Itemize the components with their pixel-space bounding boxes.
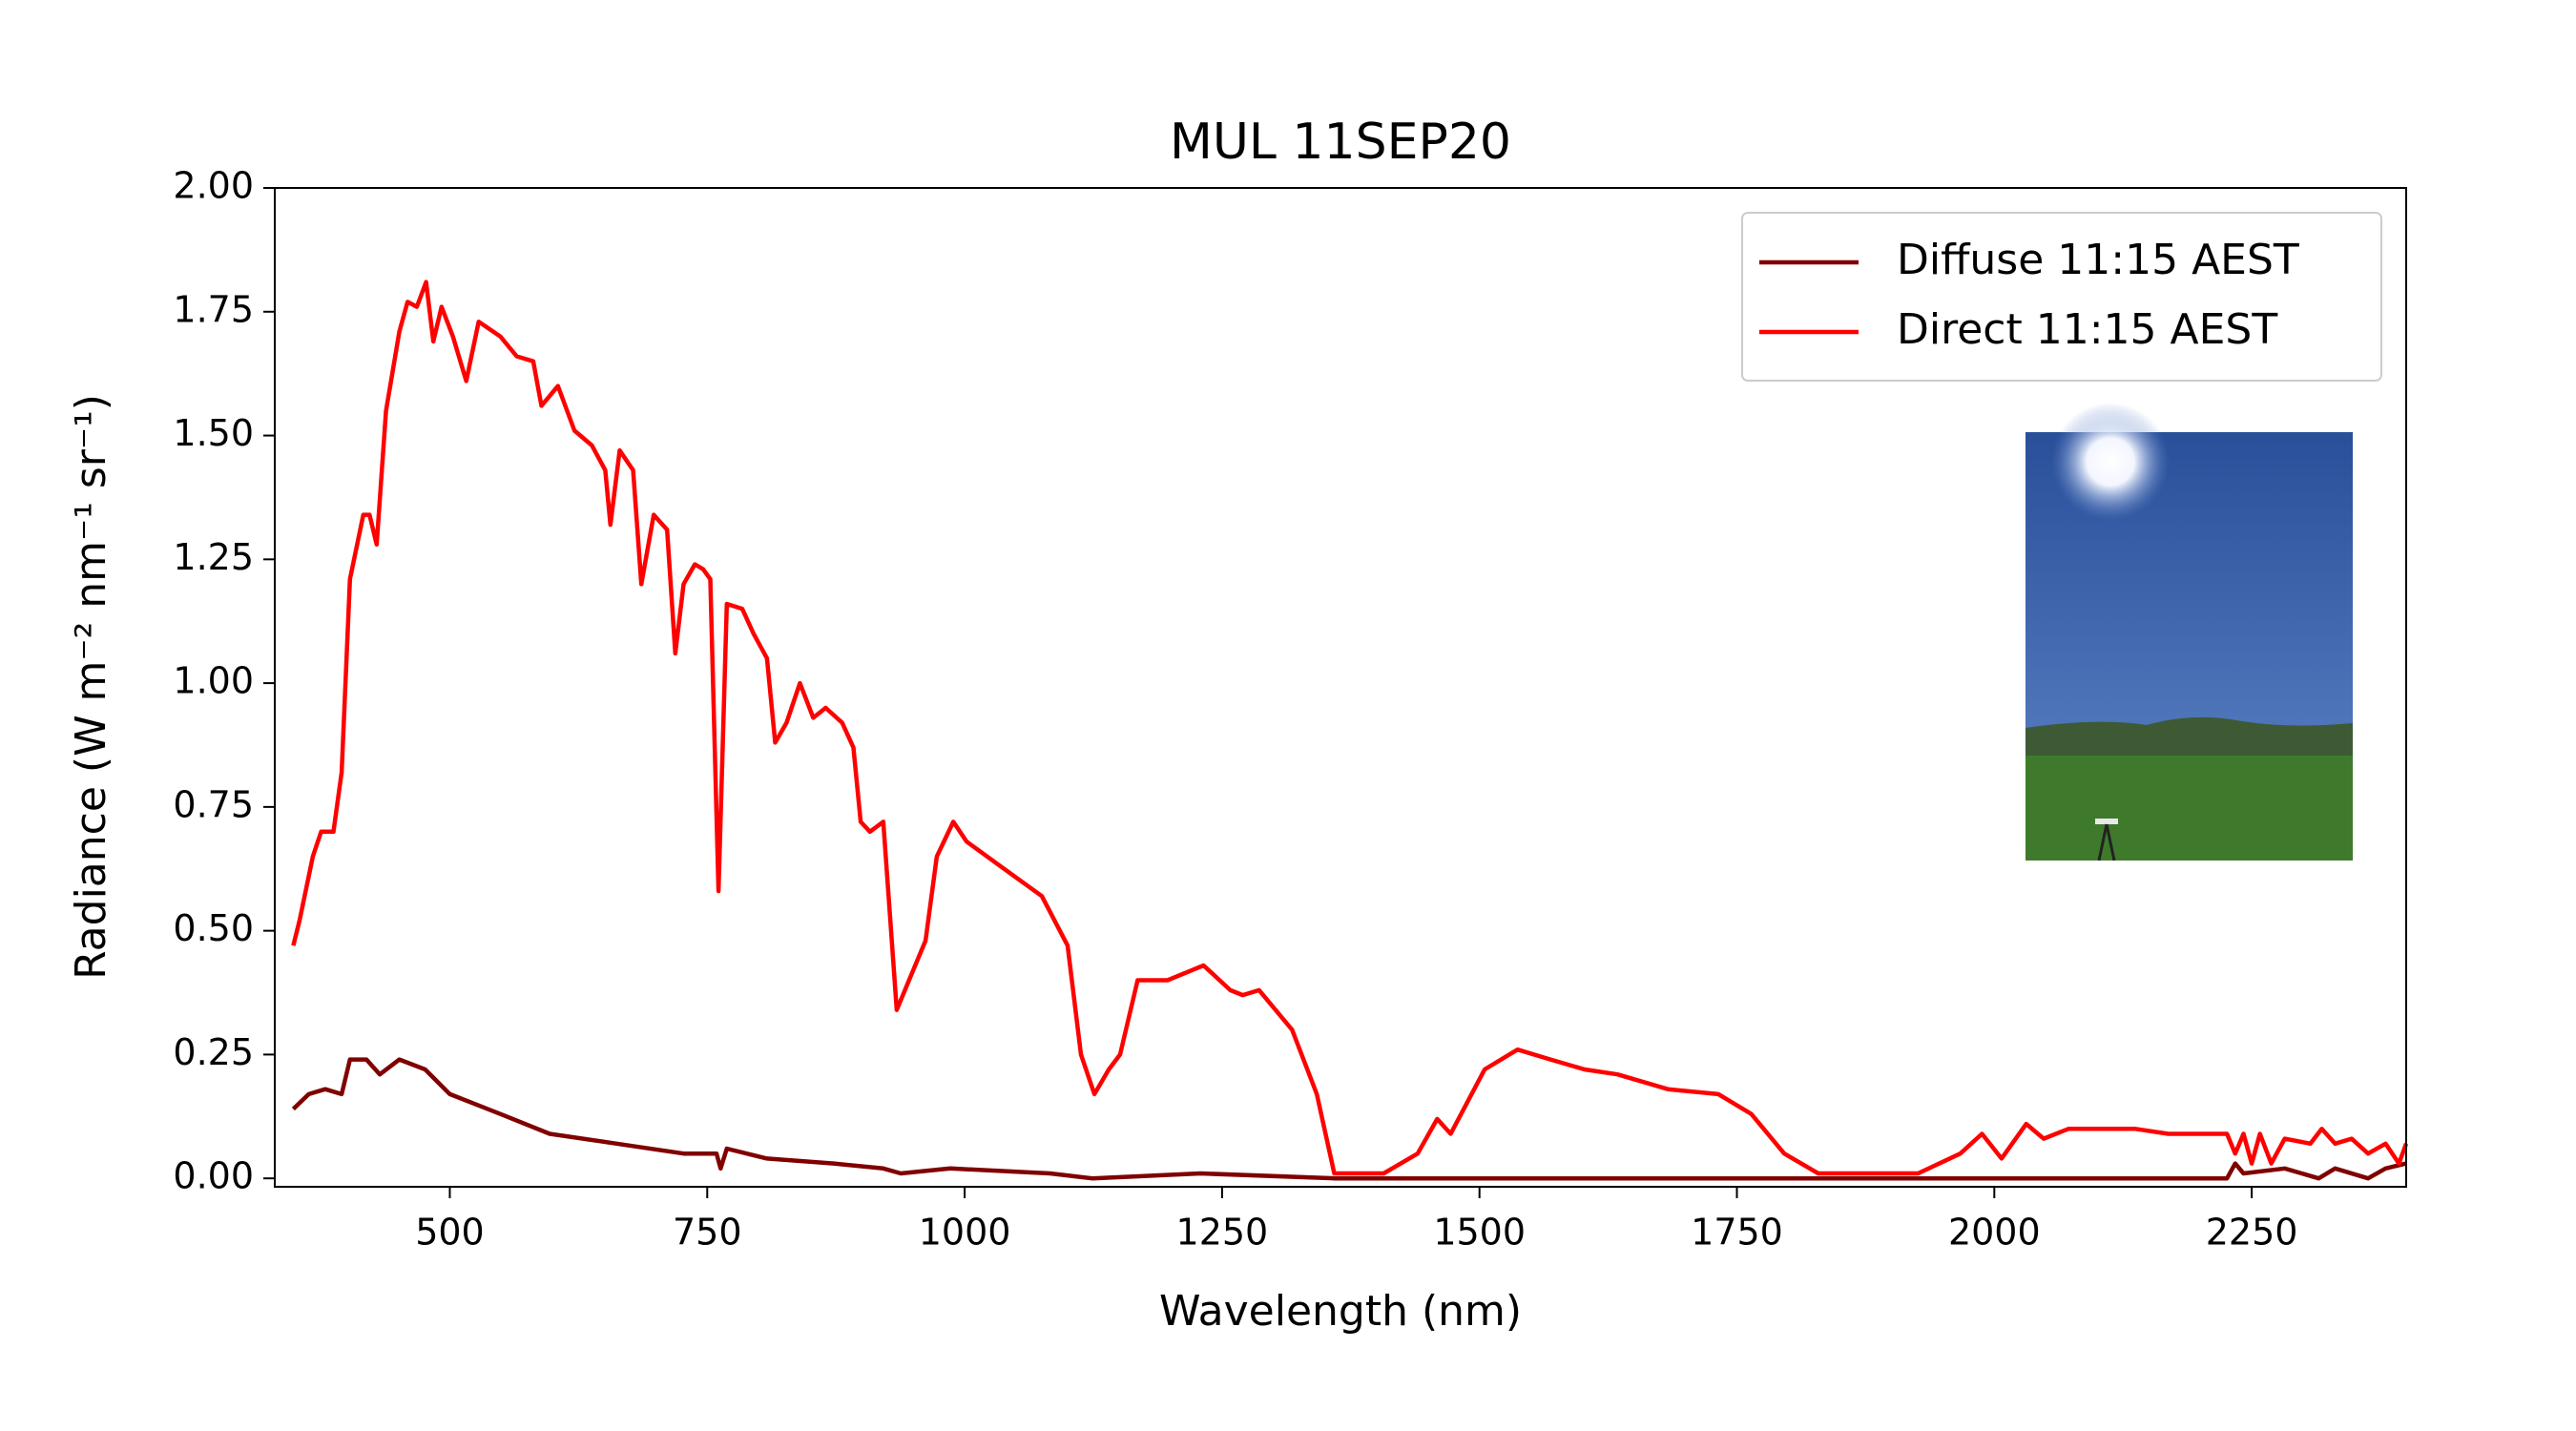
y-tick-label: 1.50 bbox=[173, 412, 254, 454]
axes-frame bbox=[274, 187, 2407, 1188]
y-tick-label: 2.00 bbox=[173, 165, 254, 207]
y-tick-label: 1.00 bbox=[173, 660, 254, 702]
y-axis-label: Radiance (W m⁻² nm⁻¹ sr⁻¹) bbox=[67, 394, 115, 980]
x-tick-label: 750 bbox=[673, 1212, 742, 1254]
legend: Diffuse 11:15 AEST Direct 11:15 AEST bbox=[1741, 212, 2382, 382]
legend-box bbox=[1741, 212, 2382, 382]
x-tick-label: 1000 bbox=[919, 1212, 1011, 1254]
x-tick-label: 500 bbox=[415, 1212, 485, 1254]
y-tick-label: 0.75 bbox=[173, 783, 254, 825]
plot-area bbox=[291, 280, 2409, 1181]
x-tick-label: 1750 bbox=[1691, 1212, 1783, 1254]
y-tick-label: 0.25 bbox=[173, 1031, 254, 1073]
y-tick-label: 0.50 bbox=[173, 907, 254, 949]
series-line bbox=[291, 1057, 2407, 1181]
x-tick-label: 1500 bbox=[1433, 1212, 1526, 1254]
y-tick-label: 1.75 bbox=[173, 288, 254, 330]
x-axis-label: Wavelength (nm) bbox=[1159, 1287, 1522, 1336]
y-tick-label: 0.00 bbox=[173, 1155, 254, 1197]
y-tick-label: 1.25 bbox=[173, 536, 254, 578]
x-tick-label: 1250 bbox=[1176, 1212, 1269, 1254]
x-tick-label: 2250 bbox=[2206, 1212, 2298, 1254]
x-tick-label: 2000 bbox=[1948, 1212, 2041, 1254]
chart-title: MUL 11SEP20 bbox=[1170, 114, 1511, 171]
legend-label: Diffuse 11:15 AEST bbox=[1897, 236, 2299, 284]
series-line bbox=[291, 280, 2409, 1176]
legend-label: Direct 11:15 AEST bbox=[1897, 305, 2277, 354]
inset-photo bbox=[2025, 403, 2353, 861]
